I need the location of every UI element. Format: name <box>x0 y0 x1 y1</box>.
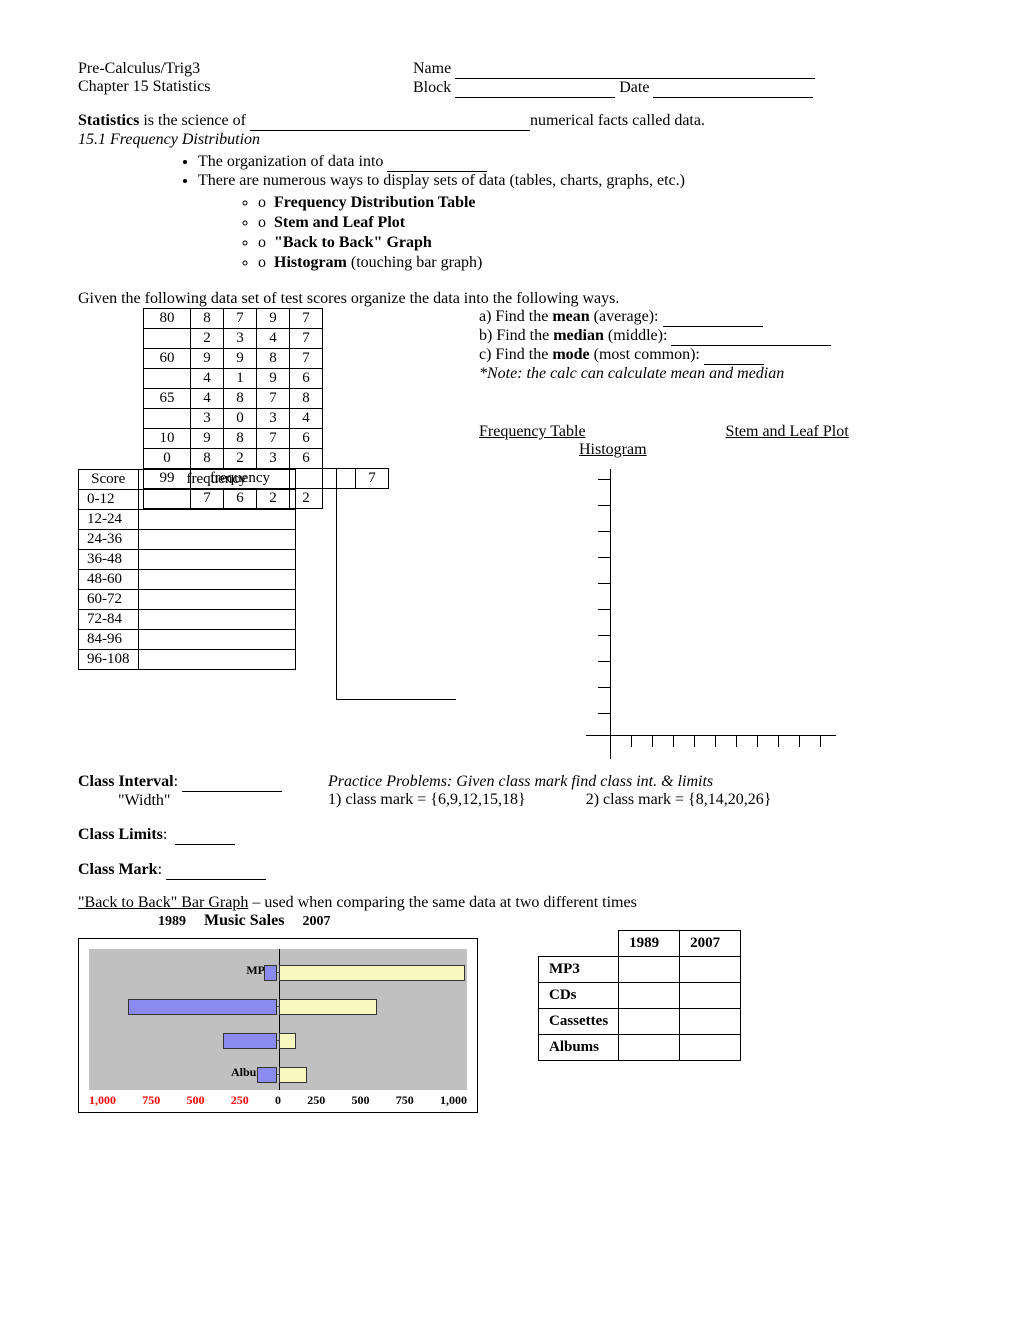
section-15-1-title: 15.1 Frequency Distribution <box>78 131 942 149</box>
calc-note: *Note: the calc can calculate mean and m… <box>479 365 849 383</box>
page-header: Pre-Calculus/Trig3 Chapter 15 Statistics… <box>78 60 942 98</box>
back-to-back-chart: MP3CDsCassettesAlbums1,00075050025002505… <box>78 938 478 1113</box>
year-2007-label: 2007 <box>302 914 330 930</box>
bullet-list: The organization of data into There are … <box>78 153 942 272</box>
back-to-back-heading: "Back to Back" Bar Graph – used when com… <box>78 894 942 912</box>
list-item: o Frequency Distribution Table <box>258 194 942 212</box>
class-mark-def: Class Mark: <box>78 861 328 880</box>
question-c: c) Find the mode (most common): <box>479 346 849 365</box>
data-table: 8087972347609987419665487830341098760823… <box>143 308 389 509</box>
block-date-line: Block Date <box>413 79 942 98</box>
block-label: Block <box>413 79 451 96</box>
list-item: o Stem and Leaf Plot <box>258 214 942 232</box>
list-item: o "Back to Back" Graph <box>258 234 942 252</box>
practice-heading: Practice Problems: Given class mark find… <box>328 773 771 791</box>
statistics-definition: Statistics is the science of numerical f… <box>78 112 942 131</box>
task-prompt: Given the following data set of test sco… <box>78 290 942 308</box>
year-1989-label: 1989 <box>158 914 186 930</box>
chapter-title: Chapter 15 Statistics <box>78 78 413 96</box>
class-interval-sub: "Width" <box>118 792 328 810</box>
frequency-table-title: Frequency Table <box>479 423 586 441</box>
class-interval-def: Class Interval: <box>78 773 328 792</box>
stem-leaf-title: Stem and Leaf Plot <box>726 423 849 441</box>
question-a: a) Find the mean (average): <box>479 308 849 327</box>
course-title: Pre-Calculus/Trig3 <box>78 60 413 78</box>
class-limits-def: Class Limits: <box>78 826 328 845</box>
music-sales-table: 19892007MP3 CDs Cassettes Albums <box>538 930 741 1061</box>
practice-2: 2) class mark = {8,14,20,26} <box>586 791 772 809</box>
practice-1: 1) class mark = {6,9,12,15,18} <box>328 791 526 809</box>
name-label: Name <box>413 60 451 77</box>
stem-leaf-axes: /* ticks drawn below by JS */ <box>586 469 836 759</box>
stats-term: Statistics <box>78 112 139 129</box>
b2b-title-row: 1989 Music Sales 2007 <box>158 912 942 930</box>
list-item: o Histogram (touching bar graph) <box>258 254 942 272</box>
list-item: The organization of data into <box>198 153 942 172</box>
list-item: There are numerous ways to display sets … <box>198 172 942 272</box>
date-label: Date <box>619 79 649 96</box>
histogram-title: Histogram <box>579 441 849 459</box>
name-line: Name <box>413 60 942 79</box>
question-b: b) Find the median (middle): <box>479 327 849 346</box>
chart-caption: Music Sales <box>204 912 284 930</box>
